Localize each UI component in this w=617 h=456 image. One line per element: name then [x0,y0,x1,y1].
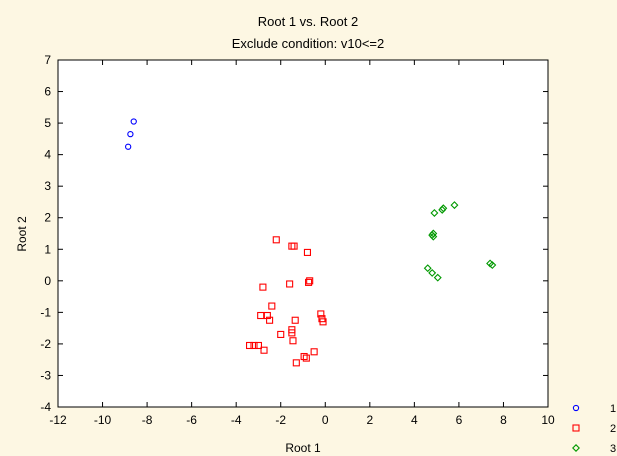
series-2-point [310,348,318,356]
series-2-point [292,359,300,367]
y-tick-label: -1 [40,305,51,319]
series-2-point [288,329,296,337]
y-tick-label: 4 [44,148,51,162]
legend-label-3: 3 [610,443,616,455]
series-3-point [450,201,459,210]
series-2-point [277,330,285,338]
series-3-point [438,205,447,214]
series-2-point [245,341,254,350]
series-2-point [257,311,265,320]
series-2-point [291,316,299,324]
series-3-point [433,273,442,282]
x-tick-label: 6 [456,413,463,427]
legend-marker-1 [572,404,580,412]
series-1-point [125,143,132,150]
series-2-point [266,316,274,324]
x-tick-label: 0 [322,413,329,427]
y-tick-label: 6 [44,85,51,99]
series-2-point [317,310,325,318]
x-axis-title: Root 1 [285,441,321,455]
series-2-point [303,248,312,256]
x-tick-label: 8 [500,413,507,427]
series-2-point [259,283,267,291]
x-tick-label: 2 [366,413,373,427]
series-2 [245,236,327,367]
x-tick-label: -10 [94,413,112,427]
series-3-point [430,209,439,217]
y-tick-label: 0 [44,274,51,288]
series-2-point [260,346,268,354]
series-2-point [289,337,297,345]
legend: 1 2 3 [572,403,616,455]
series-2-point [263,311,271,320]
series-2-point [254,341,263,350]
series-1 [125,118,137,150]
series-2-point [306,277,314,285]
series-2-point [286,280,294,288]
plot-area [57,59,549,408]
x-tick-label: -8 [142,413,153,427]
series-3-point [429,232,438,241]
data-points [125,118,497,367]
legend-label-2: 2 [610,423,616,435]
x-tick-label: 4 [411,413,418,427]
series-2-point [290,242,298,250]
y-tick-label: 1 [44,242,51,256]
series-1-point [127,130,134,138]
y-tick-label: 5 [44,116,51,130]
legend-marker-2 [572,424,580,432]
x-tick-label: -2 [275,413,286,427]
series-2-point [305,278,313,286]
y-tick-label: 2 [44,211,51,225]
y-tick-label: 3 [44,179,51,193]
y-axis: -4 -3 -2 -1 0 1 2 3 4 5 6 7 [40,53,548,414]
y-tick-label: 7 [44,53,51,67]
x-tick-label: -4 [231,413,242,427]
series-2-point [302,354,310,362]
y-axis-title: Root 2 [15,216,29,252]
chart-subtitle: Exclude condition: v10<=2 [232,36,385,51]
series-3-point [488,261,497,270]
x-axis: -12 -10 -8 -6 -4 -2 0 2 4 6 8 10 [49,60,555,427]
series-2-point [250,341,258,350]
legend-marker-3 [572,444,580,452]
series-2-point [319,318,327,326]
series-3-point [423,264,432,273]
chart-title: Root 1 vs. Root 2 [258,14,358,29]
series-2-point [272,236,280,244]
series-2-point [268,302,276,310]
x-tick-label: 10 [541,413,555,427]
x-tick-label: -12 [49,413,67,427]
series-2-point [300,352,308,361]
series-3 [423,201,497,282]
y-tick-label: -4 [40,400,51,414]
y-tick-label: -3 [40,368,51,382]
series-3-point [428,268,437,277]
series-1-point [130,118,137,125]
y-tick-label: -2 [40,337,51,351]
x-tick-label: -6 [186,413,197,427]
legend-label-1: 1 [610,403,616,415]
